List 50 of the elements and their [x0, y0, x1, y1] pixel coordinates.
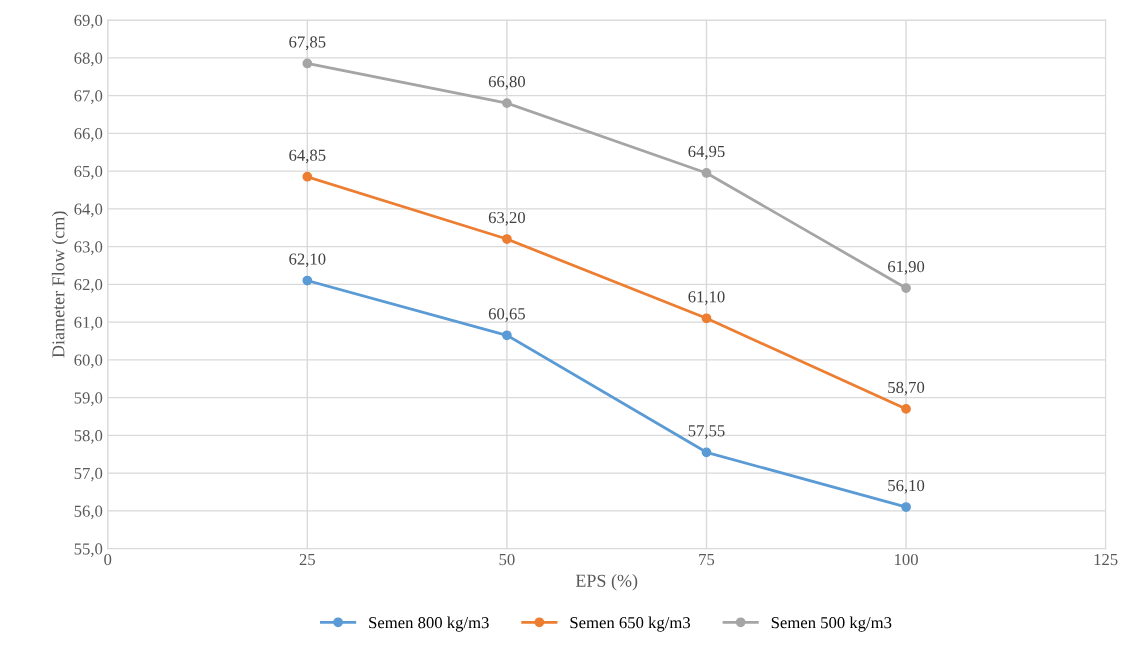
x-tick-label: 75 — [699, 554, 715, 566]
data-label: 60,65 — [488, 308, 525, 322]
data-label: 63,20 — [488, 211, 526, 226]
y-tick-label: 66,0 — [74, 128, 103, 142]
legend-label: Semen 500 kg/m3 — [771, 616, 892, 632]
legend-label: Semen 800 kg/m3 — [369, 616, 489, 632]
point — [701, 313, 712, 324]
point — [701, 447, 712, 458]
y-tick-label: 67,0 — [74, 90, 103, 104]
point — [901, 404, 911, 414]
x-axis-title: EPS (%) — [575, 574, 638, 591]
y-tick-label: 69,0 — [74, 14, 103, 29]
point — [901, 502, 911, 512]
y-tick-label: 60,0 — [74, 354, 103, 369]
y-tick-label: 65,0 — [74, 165, 103, 180]
y-tick-label: 58,0 — [74, 430, 103, 444]
data-label: 64,95 — [688, 145, 725, 160]
data-label: 62,10 — [289, 253, 326, 268]
x-tick-label: 0 — [104, 553, 112, 566]
legend-label: Semen 650 kg/m3 — [570, 616, 691, 632]
y-tick-label: 61,0 — [74, 316, 103, 331]
x-tick-label: 50 — [499, 553, 515, 566]
x-tick-label: 100 — [895, 553, 918, 566]
point — [302, 171, 313, 182]
data-label: 57,55 — [688, 425, 725, 439]
data-label: 61,90 — [888, 260, 925, 275]
y-tick-label: 57,0 — [74, 467, 103, 482]
point — [901, 283, 911, 293]
point — [701, 168, 712, 178]
data-label: 56,10 — [888, 479, 925, 494]
y-tick-label: 56,0 — [74, 505, 103, 520]
x-tick-label: 125 — [1094, 553, 1118, 566]
y-tick-label: 68,0 — [74, 52, 103, 67]
point — [302, 275, 313, 286]
x-tick-label: 25 — [299, 553, 315, 566]
data-label: 61,10 — [688, 291, 725, 305]
point — [502, 330, 512, 341]
data-label: 66,80 — [488, 75, 526, 90]
y-axis-title: Diameter Flow (cm) — [51, 211, 69, 358]
y-tick-label: 62,0 — [74, 279, 103, 293]
y-tick-label: 55,0 — [74, 543, 103, 557]
data-label: 67,85 — [289, 36, 326, 50]
y-tick-label: 63,0 — [74, 241, 103, 255]
point — [502, 98, 512, 108]
data-label: 58,70 — [888, 381, 925, 396]
point — [302, 58, 313, 69]
y-tick-label: 59,0 — [74, 392, 103, 406]
data-label: 64,85 — [289, 149, 326, 164]
point — [502, 234, 512, 244]
y-tick-label: 64,0 — [74, 203, 103, 218]
